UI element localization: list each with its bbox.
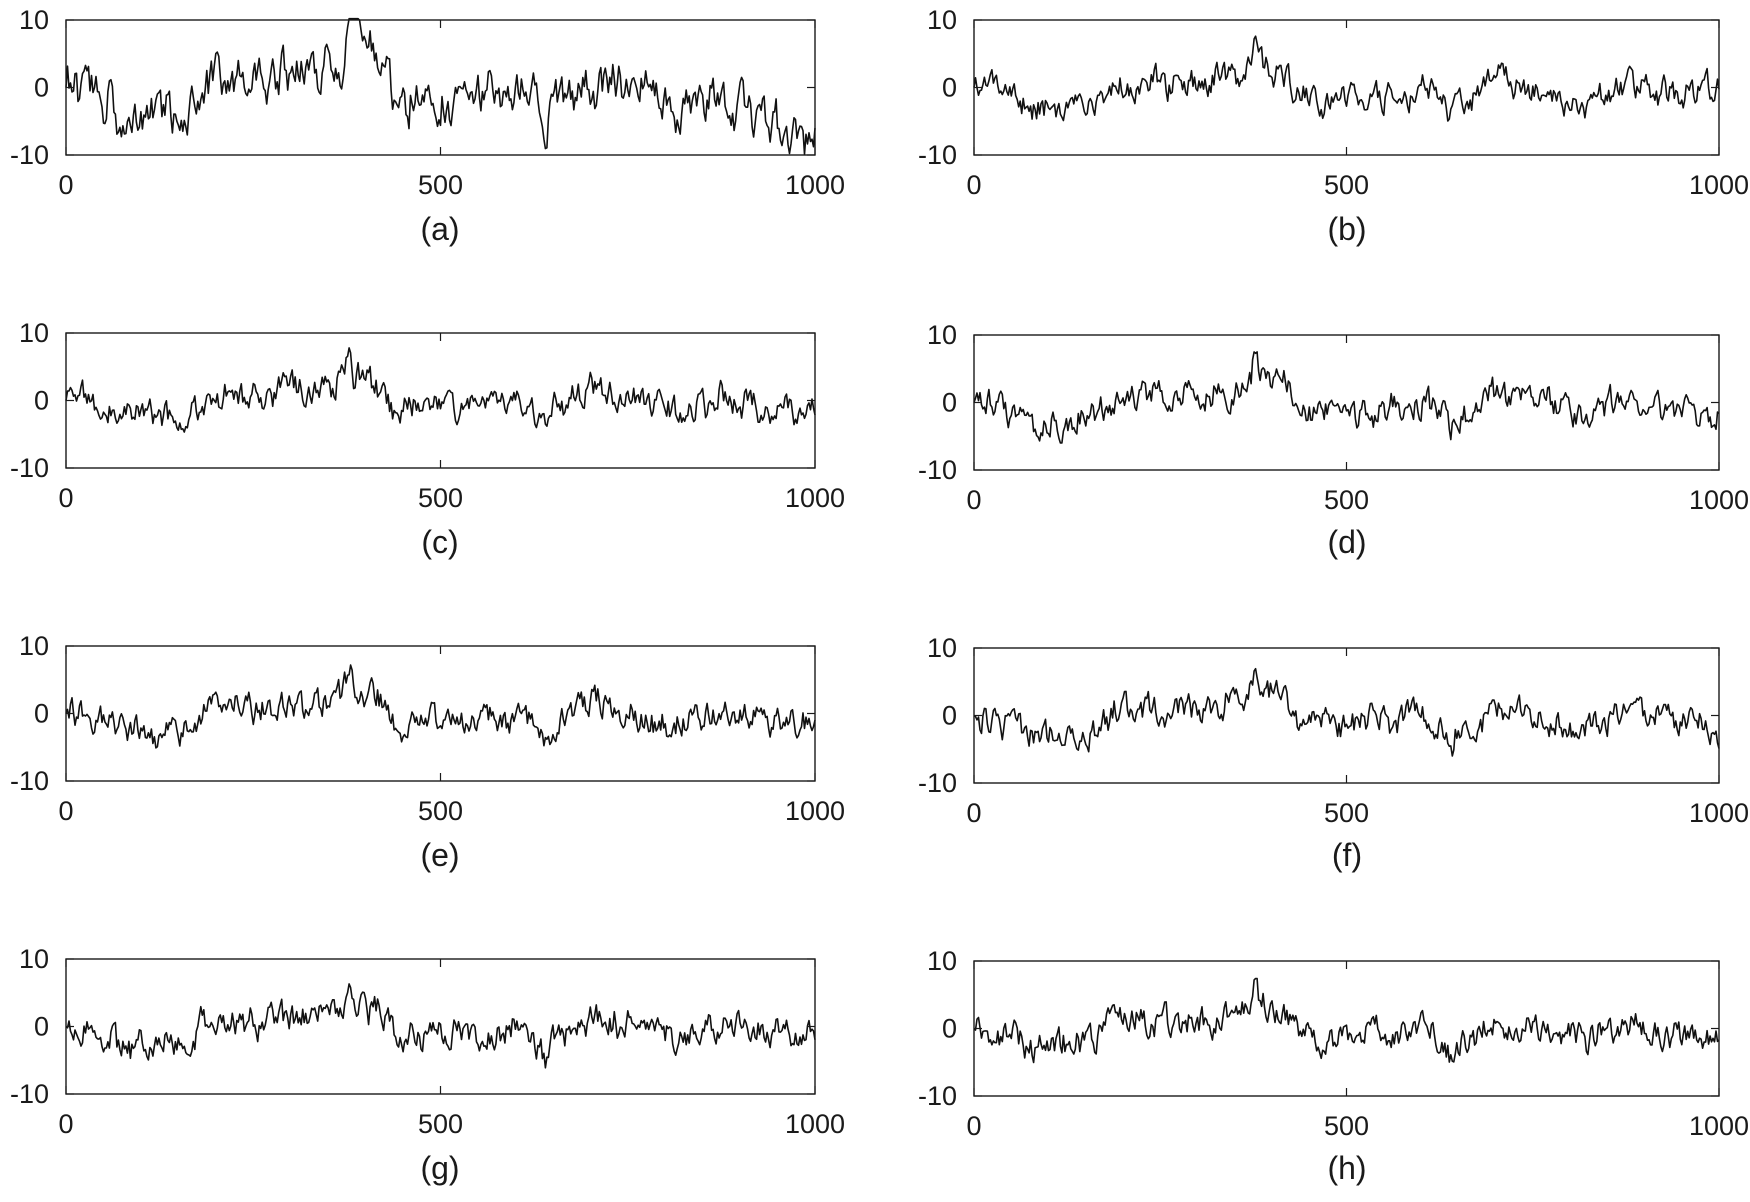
y-tick-label: 10: [927, 946, 957, 976]
series-line: [65, 17, 816, 156]
x-tick-label: 1000: [785, 796, 845, 826]
x-tick-label: 500: [418, 1109, 463, 1139]
series-line: [973, 35, 1720, 122]
panel-label: (f): [1332, 837, 1362, 873]
series-line: [65, 664, 816, 749]
panel-label: (d): [1327, 524, 1366, 560]
x-tick-label: 500: [418, 796, 463, 826]
y-tick-label: 0: [942, 73, 957, 103]
y-tick-label: 10: [19, 5, 49, 35]
x-tick-label: 0: [966, 1111, 981, 1141]
y-tick-label: 0: [942, 388, 957, 418]
plot-frame: [973, 19, 1720, 156]
chart-panel: 0 500 1000 -10 0 10 (b): [918, 5, 1749, 247]
y-tick-label: 10: [927, 320, 957, 350]
x-tick-label: 1000: [785, 483, 845, 513]
plot-frame: [65, 645, 816, 782]
x-tick-label: 500: [418, 170, 463, 200]
x-tick-label: 1000: [785, 1109, 845, 1139]
y-tick-label: -10: [10, 1079, 49, 1109]
chart-panel: 0 500 1000 -10 0 10 (d): [918, 320, 1749, 560]
plot-frame: [65, 19, 816, 156]
panel-label: (h): [1327, 1150, 1366, 1186]
panel-label: (a): [420, 211, 459, 247]
x-tick-label: 1000: [785, 170, 845, 200]
x-tick-label: 0: [966, 798, 981, 828]
y-tick-label: 0: [34, 386, 49, 416]
x-tick-label: 1000: [1689, 485, 1749, 515]
y-tick-label: -10: [10, 453, 49, 483]
x-tick-label: 500: [1324, 798, 1369, 828]
chart-panel: 0 500 1000 -10 0 10 (c): [10, 318, 845, 560]
chart-panel: 0 500 1000 -10 0 10 (g): [10, 944, 845, 1186]
y-tick-label: -10: [918, 455, 957, 485]
y-tick-label: 0: [34, 699, 49, 729]
plot-frame: [973, 334, 1720, 471]
plot-frame: [65, 332, 816, 469]
chart-panel: 0 500 1000 -10 0 10 (h): [918, 946, 1749, 1186]
y-tick-label: 0: [942, 1014, 957, 1044]
x-tick-label: 1000: [1689, 1111, 1749, 1141]
x-tick-label: 0: [58, 483, 73, 513]
x-tick-label: 1000: [1689, 170, 1749, 200]
y-tick-label: -10: [10, 140, 49, 170]
chart-panel: 0 500 1000 -10 0 10 (a): [10, 5, 845, 247]
series-line: [65, 347, 816, 433]
x-tick-label: 500: [418, 483, 463, 513]
panel-label: (b): [1327, 211, 1366, 247]
series-line: [973, 667, 1720, 757]
x-tick-label: 1000: [1689, 798, 1749, 828]
x-tick-label: 500: [1324, 485, 1369, 515]
y-tick-label: 0: [34, 1012, 49, 1042]
x-tick-label: 0: [58, 1109, 73, 1139]
y-tick-label: 10: [19, 944, 49, 974]
x-tick-label: 0: [58, 170, 73, 200]
series-line: [973, 977, 1720, 1064]
x-tick-label: 0: [58, 796, 73, 826]
panel-label: (c): [421, 524, 458, 560]
y-tick-label: 10: [927, 5, 957, 35]
chart-panel: 0 500 1000 -10 0 10 (f): [918, 633, 1749, 873]
x-tick-label: 500: [1324, 170, 1369, 200]
y-tick-label: 0: [942, 701, 957, 731]
y-tick-label: 0: [34, 73, 49, 103]
x-tick-label: 0: [966, 485, 981, 515]
panel-label: (g): [420, 1150, 459, 1186]
x-tick-label: 0: [966, 170, 981, 200]
y-tick-label: 10: [19, 631, 49, 661]
series-line: [65, 983, 816, 1069]
y-tick-label: -10: [10, 766, 49, 796]
y-tick-label: -10: [918, 1081, 957, 1111]
x-tick-label: 500: [1324, 1111, 1369, 1141]
panel-label: (e): [420, 837, 459, 873]
y-tick-label: -10: [918, 768, 957, 798]
y-tick-label: -10: [918, 140, 957, 170]
series-line: [973, 351, 1720, 444]
y-tick-label: 10: [19, 318, 49, 348]
plot-frame: [973, 647, 1720, 784]
y-tick-label: 10: [927, 633, 957, 663]
chart-panel: 0 500 1000 -10 0 10 (e): [10, 631, 845, 873]
